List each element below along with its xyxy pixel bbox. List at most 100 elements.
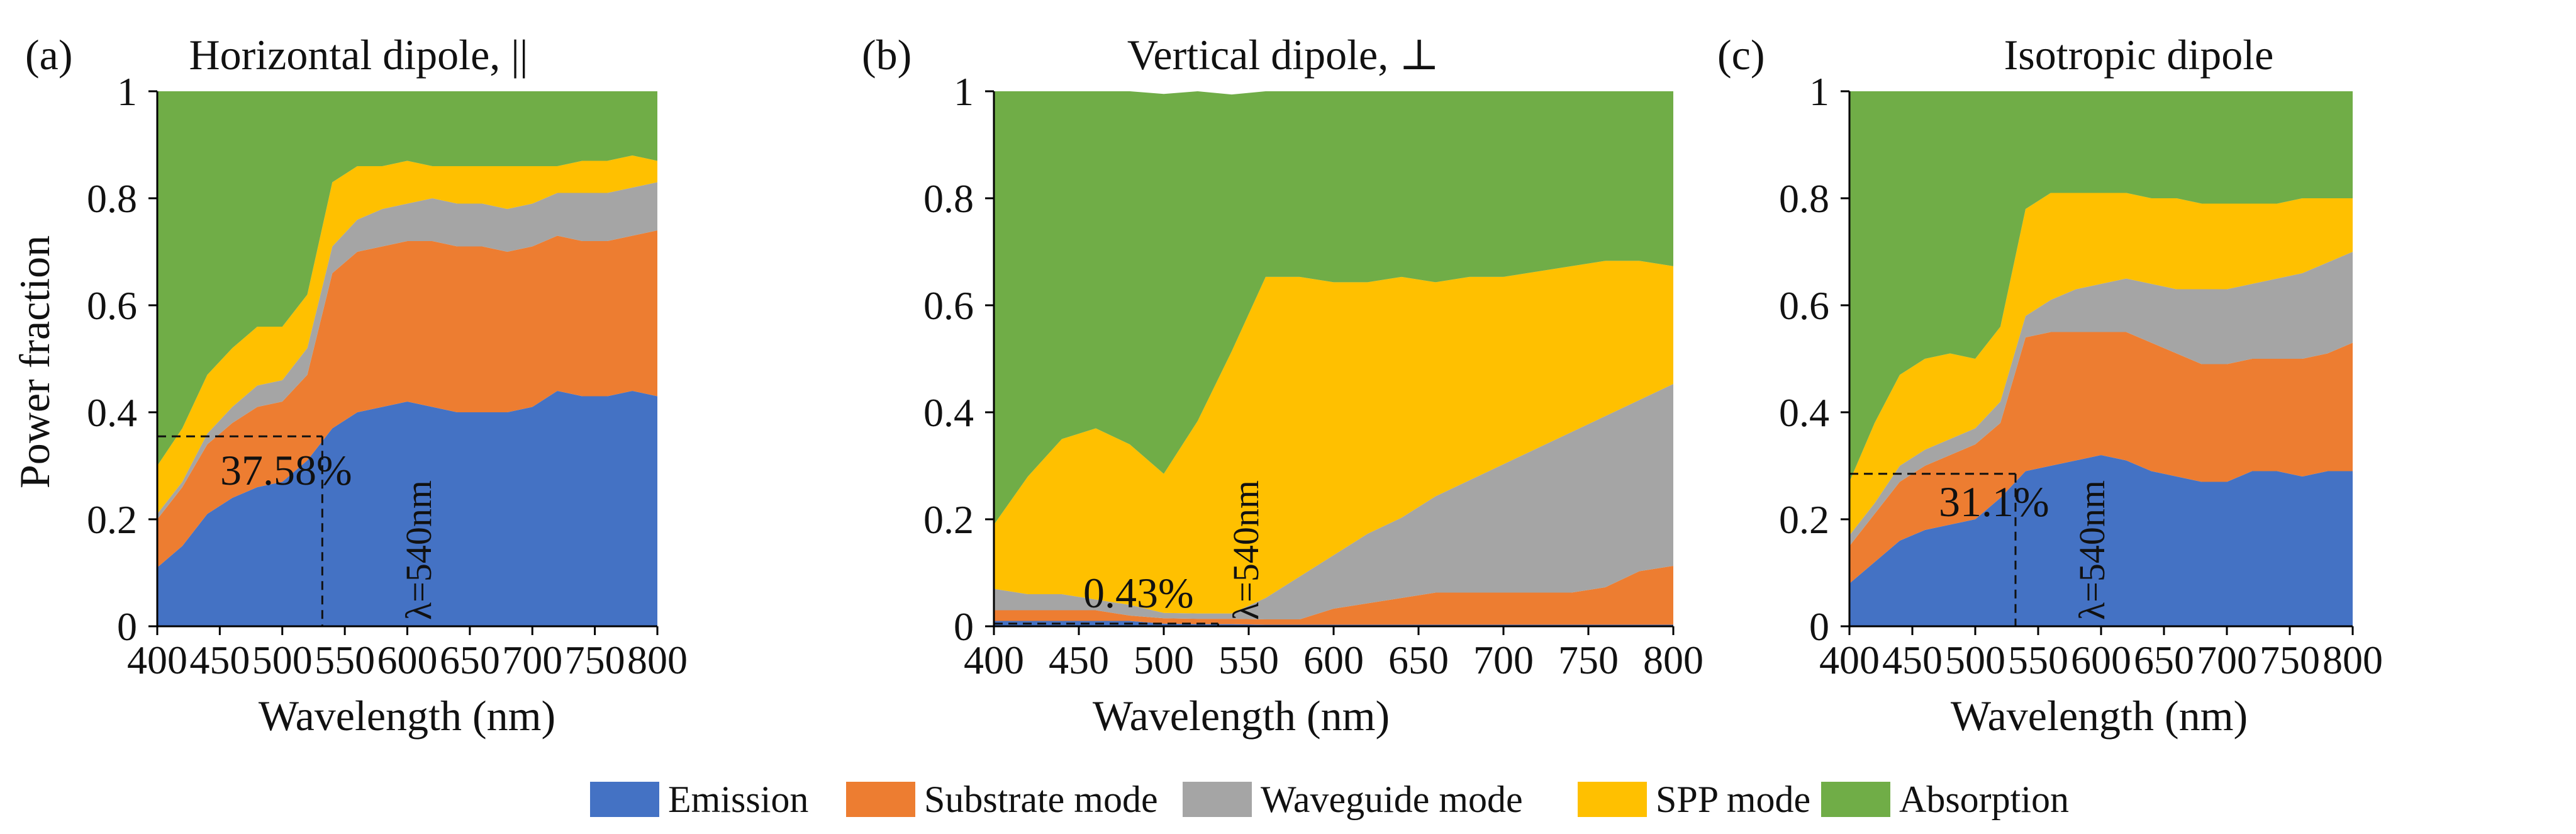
panel-b-area-spp-mode [994,261,1673,614]
panel-a-x-tick-label: 600 [377,638,438,682]
panel-b-x-tick-label: 800 [1643,638,1703,682]
panel-c-y-tick-label: 0 [1809,604,1829,649]
panel-c-x-tick-label: 650 [2134,638,2194,682]
panel-c-areas [1849,91,2353,626]
panel-b-area-emission [994,621,1673,626]
panel-a: (a) Horizontal dipole, || 37.58% λ=540nm… [25,31,688,740]
panel-c-percent-label: 31.1% [1939,478,2049,526]
panel-c: (c) Isotropic dipole 31.1% λ=540nm 400 45… [1717,31,2383,740]
panel-b-area-absorption [994,91,1673,525]
panel-a-x-tick-label: 450 [189,638,250,682]
panel-c-area-emission [1849,455,2353,626]
panel-a-y-tick-label: 0.6 [87,283,137,328]
panel-a-axes: 400 450 500 550 600 650 700 750 800 0 0.2 0.4 0.6 0.8… [87,69,688,682]
panel-a-x-tick-label: 650 [440,638,500,682]
panel-c-axes: 400 450 500 550 600 650 700 750 800 0 0.2 0.4 0.6 0.8… [1779,69,2383,682]
panel-c-x-tick-label: 450 [1882,638,1943,682]
panel-b-area-waveguide-mode [994,384,1673,619]
legend-swatch-emission [590,782,659,817]
panel-a-area-spp-mode [157,155,657,514]
panel-b-y-tick-label: 0.6 [923,283,974,328]
panel-a-y-tick-label: 0.2 [87,497,137,542]
panel-b-axes: 400 450 500 550 600 650 700 750 800 0 0.2 0.4 0.6 0.8… [923,69,1703,682]
legend-swatch-waveguide-mode [1183,782,1252,817]
y-axis-title: Power fraction [11,235,59,488]
panel-b-tag: (b) [862,31,912,79]
legend-label-spp-mode: SPP mode [1656,779,1810,820]
panel-c-title: Isotropic dipole [2004,31,2274,79]
panel-b-x-tick-label: 400 [964,638,1024,682]
panel-b: (b) Vertical dipole, ⊥ 0.43% λ=540nm 400… [862,31,1703,740]
panel-c-x-axis-title: Wavelength (nm) [1951,692,2248,740]
panel-b-x-tick-label: 450 [1049,638,1109,682]
legend-swatch-spp-mode [1578,782,1647,817]
panel-c-area-absorption [1849,91,2353,482]
panel-b-y-tick-label: 0.4 [923,390,974,435]
panel-a-area-substrate-mode [157,230,657,568]
panel-b-title: Vertical dipole, ⊥ [1127,31,1439,79]
panel-c-y-tick-label: 0.8 [1779,176,1829,221]
panel-a-area-waveguide-mode [157,182,657,519]
panel-c-y-tick-label: 0.4 [1779,390,1829,435]
panel-a-title: Horizontal dipole, || [189,31,528,79]
legend: Emission Substrate mode Waveguide mode S… [590,779,2069,820]
panel-a-x-tick-label: 700 [502,638,562,682]
panel-b-x-tick-label: 650 [1388,638,1449,682]
panel-a-x-tick-label: 400 [127,638,187,682]
legend-label-waveguide-mode: Waveguide mode [1261,779,1523,820]
panel-b-y-tick-label: 1 [954,69,974,114]
panel-b-y-tick-label: 0 [954,604,974,649]
panel-c-x-tick-label: 500 [1945,638,2005,682]
panel-b-x-tick-label: 600 [1303,638,1364,682]
panel-c-x-tick-label: 600 [2071,638,2131,682]
panel-a-y-tick-label: 0.4 [87,390,137,435]
panel-a-x-tick-label: 800 [627,638,688,682]
panel-b-lambda-label: λ=540nm [1225,480,1266,620]
panel-c-x-tick-label: 400 [1819,638,1880,682]
panel-c-annotations: 31.1% λ=540nm [1849,473,2112,626]
panel-c-y-tick-label: 1 [1809,69,1829,114]
panel-c-y-tick-label: 0.6 [1779,283,1829,328]
panel-c-area-substrate-mode [1849,332,2353,583]
panel-b-x-axis-title: Wavelength (nm) [1093,692,1390,740]
legend-label-emission: Emission [668,779,808,820]
panel-b-x-tick-label: 550 [1218,638,1279,682]
panel-a-x-tick-label: 500 [252,638,313,682]
panel-a-lambda-label: λ=540nm [398,480,439,620]
panel-c-y-tick-label: 0.2 [1779,497,1829,542]
panel-a-annotations: 37.58% λ=540nm [157,435,439,626]
panel-b-areas [994,91,1673,626]
panel-a-y-tick-label: 1 [117,69,137,114]
panel-c-area-spp-mode [1849,193,2353,536]
panel-b-y-tick-label: 0.2 [923,497,974,542]
panel-a-tag: (a) [25,31,72,79]
panel-c-x-tick-label: 550 [2008,638,2068,682]
panel-b-y-tick-label: 0.8 [923,176,974,221]
legend-label-absorption: Absorption [1899,779,2069,820]
panel-c-lambda-label: λ=540nm [2071,480,2112,620]
panel-c-tag: (c) [1717,31,1765,79]
panel-a-areas [157,91,657,626]
panel-b-x-tick-label: 500 [1134,638,1194,682]
panel-a-area-absorption [157,91,657,466]
panel-a-x-tick-label: 550 [315,638,375,682]
legend-swatch-substrate-mode [846,782,915,817]
panel-c-x-tick-label: 800 [2322,638,2383,682]
panel-a-percent-label: 37.58% [220,446,352,494]
panel-a-x-tick-label: 750 [565,638,625,682]
panel-b-x-tick-label: 700 [1473,638,1534,682]
panel-b-percent-label: 0.43% [1083,569,1194,617]
panel-a-area-emission [157,391,657,626]
panel-b-x-tick-label: 750 [1558,638,1619,682]
panel-a-x-axis-title: Wavelength (nm) [259,692,555,740]
legend-label-substrate-mode: Substrate mode [924,779,1158,820]
panel-c-area-waveguide-mode [1849,252,2353,546]
panel-b-area-substrate-mode [994,566,1673,625]
panel-a-y-tick-label: 0 [117,604,137,649]
panel-b-annotations: 0.43% λ=540nm [994,480,1266,626]
panel-c-x-tick-label: 750 [2260,638,2320,682]
panel-a-y-tick-label: 0.8 [87,176,137,221]
panel-c-x-tick-label: 700 [2197,638,2257,682]
legend-swatch-absorption [1821,782,1890,817]
